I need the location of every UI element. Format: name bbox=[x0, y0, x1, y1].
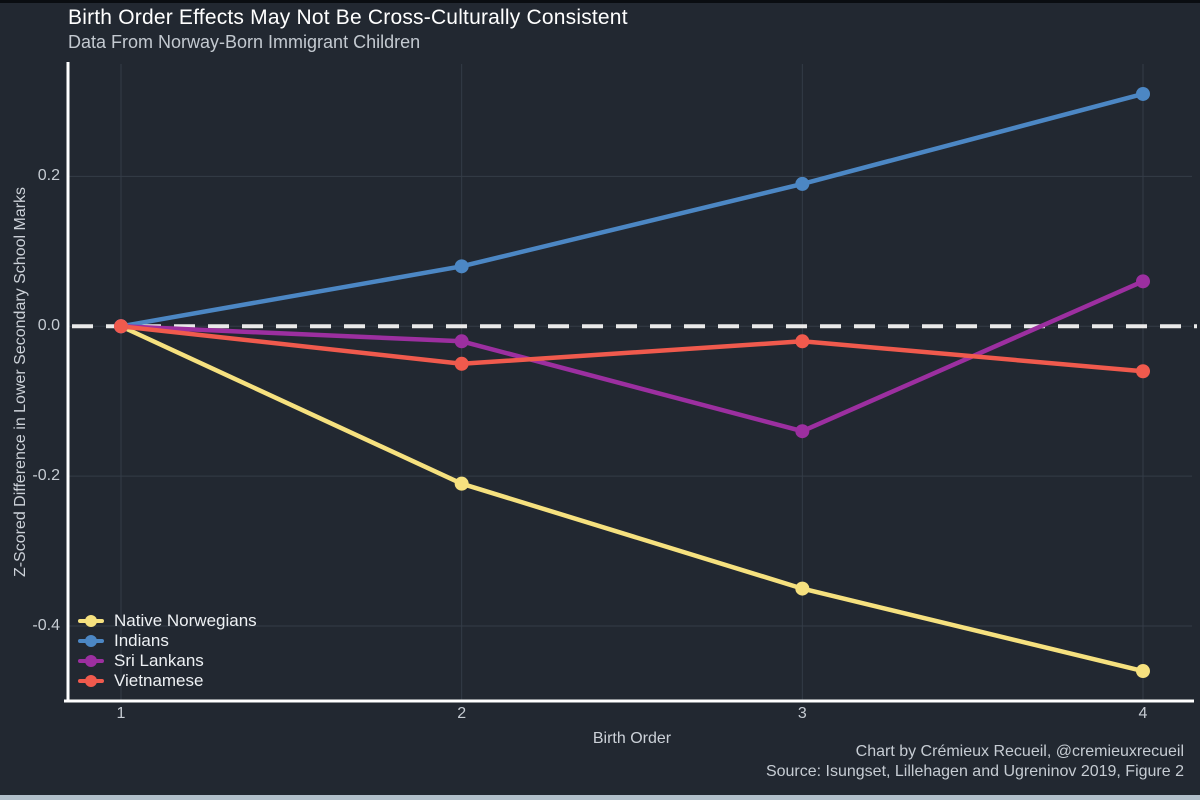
legend-item: Sri Lankans bbox=[78, 651, 257, 671]
legend-item: Indians bbox=[78, 631, 257, 651]
legend-item: Native Norwegians bbox=[78, 611, 257, 631]
x-tick-label: 4 bbox=[1138, 705, 1148, 722]
legend-label: Indians bbox=[114, 631, 169, 650]
x-tick-label: 1 bbox=[116, 705, 126, 722]
x-tick-label: 3 bbox=[797, 705, 807, 722]
legend-label: Vietnamese bbox=[114, 671, 204, 690]
y-tick-label: 0.2 bbox=[37, 167, 60, 185]
chart-subtitle: Data From Norway-Born Immigrant Children bbox=[68, 32, 421, 52]
y-tick-label: 0.0 bbox=[37, 317, 60, 335]
chart-title: Birth Order Effects May Not Be Cross-Cul… bbox=[68, 6, 628, 29]
caption-credit: Chart by Crémieux Recueil, @cremieuxrecu… bbox=[855, 743, 1184, 760]
y-tick-label: -0.4 bbox=[32, 617, 60, 635]
legend-key-icon bbox=[78, 613, 104, 629]
legend-item: Vietnamese bbox=[78, 671, 257, 691]
y-axis-title: Z-Scored Difference in Lower Secondary S… bbox=[12, 186, 29, 578]
x-axis-title: Birth Order bbox=[592, 730, 672, 747]
caption: Chart by Crémieux Recueil, @cremieuxrecu… bbox=[766, 742, 1184, 782]
y-tick-label: -0.2 bbox=[32, 467, 60, 485]
caption-source: Source: Isungset, Lillehagen and Ugrenin… bbox=[765, 763, 1184, 780]
window-top-edge bbox=[0, 0, 1200, 3]
legend-key-icon bbox=[78, 633, 104, 649]
window-bottom-edge bbox=[0, 795, 1200, 800]
legend-label: Sri Lankans bbox=[114, 651, 204, 670]
legend: Native Norwegians Indians Sri Lankans Vietn… bbox=[78, 611, 257, 691]
legend-key-icon bbox=[78, 673, 104, 689]
legend-label: Native Norwegians bbox=[114, 611, 257, 630]
legend-key-icon bbox=[78, 653, 104, 669]
x-tick-label: 2 bbox=[457, 705, 467, 722]
